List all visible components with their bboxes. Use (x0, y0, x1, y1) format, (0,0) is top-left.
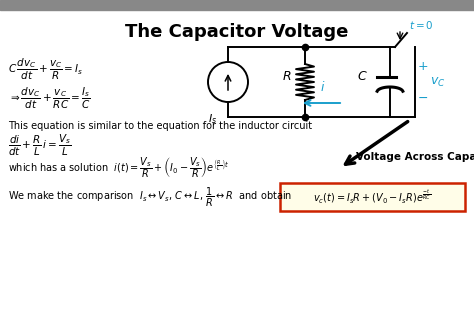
Text: $R$: $R$ (282, 70, 292, 82)
Bar (280, 183, 465, 211)
Text: $-$: $-$ (418, 90, 428, 104)
Text: $+$: $+$ (418, 60, 428, 74)
Text: $I_s$: $I_s$ (209, 112, 218, 126)
Text: We make the comparison  $I_s \leftrightarrow V_s,\,C \leftrightarrow L,\,\dfrac{: We make the comparison $I_s \leftrightar… (8, 185, 292, 209)
Bar (0, 0, 474, 10)
Text: $v_C$: $v_C$ (430, 76, 446, 88)
Text: The Capacitor Voltage: The Capacitor Voltage (125, 23, 349, 41)
Text: $\Rightarrow\dfrac{dv_C}{dt} + \dfrac{v_C}{RC} = \dfrac{I_s}{C}$: $\Rightarrow\dfrac{dv_C}{dt} + \dfrac{v_… (8, 85, 91, 111)
Circle shape (208, 62, 248, 102)
Text: which has a solution  $i(t) = \dfrac{V_s}{R} + \left(I_0 - \dfrac{V_s}{R}\right): which has a solution $i(t) = \dfrac{V_s}… (8, 155, 229, 181)
Text: This equation is similar to the equation for the inductor circuit: This equation is similar to the equation… (8, 121, 312, 131)
Text: $C\,\dfrac{dv_C}{dt} + \dfrac{v_C}{R} = I_s$: $C\,\dfrac{dv_C}{dt} + \dfrac{v_C}{R} = … (8, 56, 83, 82)
Text: $t=0$: $t=0$ (409, 19, 434, 31)
Text: $C$: $C$ (356, 71, 367, 83)
Text: Voltage Across Capacitor: Voltage Across Capacitor (356, 152, 474, 162)
Text: $v_c(t) = I_sR + (V_0 - I_sR)e^{\frac{-t}{RC}}$: $v_c(t) = I_sR + (V_0 - I_sR)e^{\frac{-t… (313, 188, 432, 206)
Text: $i$: $i$ (320, 80, 326, 94)
Text: $\dfrac{di}{dt} + \dfrac{R}{L}\,i = \dfrac{V_s}{L}$: $\dfrac{di}{dt} + \dfrac{R}{L}\,i = \dfr… (8, 132, 72, 157)
